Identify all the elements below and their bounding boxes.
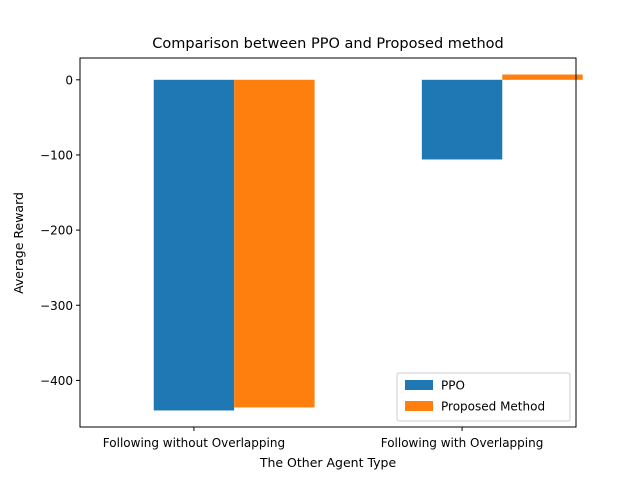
y-tick-label: −300 — [40, 299, 73, 313]
legend: PPO Proposed Method — [396, 372, 571, 422]
legend-label: PPO — [441, 379, 465, 393]
y-tick-label: −400 — [40, 374, 73, 388]
chart-title: Comparison between PPO and Proposed meth… — [152, 36, 504, 52]
bars-group — [153, 74, 583, 411]
x-tick-label: Following without Overlapping — [103, 436, 285, 450]
x-axis: Following without Overlapping Following w… — [103, 427, 544, 450]
y-tick-label: 0 — [65, 73, 73, 87]
bar-proposed-method-0 — [234, 79, 315, 408]
y-tick-label: −200 — [40, 224, 73, 238]
y-axis-label: Average Reward — [11, 192, 26, 294]
plot-frame — [79, 57, 577, 428]
legend-swatch — [405, 401, 433, 411]
legend-label: Proposed Method — [441, 400, 545, 414]
x-tick-label: Following with Overlapping — [381, 436, 544, 450]
legend-swatch — [405, 380, 433, 390]
bar-proposed-method-1 — [502, 74, 583, 80]
bar-ppo-0 — [153, 79, 235, 411]
bar-ppo-1 — [421, 79, 503, 160]
y-axis: 0 −100 −200 −300 −400 — [40, 73, 80, 388]
y-tick-label: −100 — [40, 148, 73, 162]
legend-box — [396, 372, 571, 422]
x-axis-label: The Other Agent Type — [259, 455, 397, 470]
